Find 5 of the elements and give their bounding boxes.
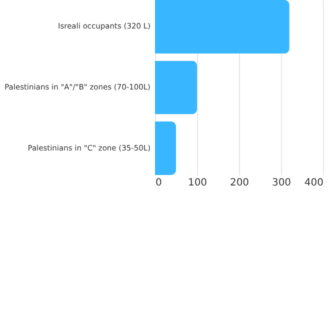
x-tick-label: 300 (272, 178, 292, 188)
x-tick-label: 400 (304, 178, 324, 188)
x-tick-label: 100 (188, 178, 208, 188)
x-tick-label: 200 (230, 178, 250, 188)
x-tick-label: 0 (156, 178, 162, 188)
